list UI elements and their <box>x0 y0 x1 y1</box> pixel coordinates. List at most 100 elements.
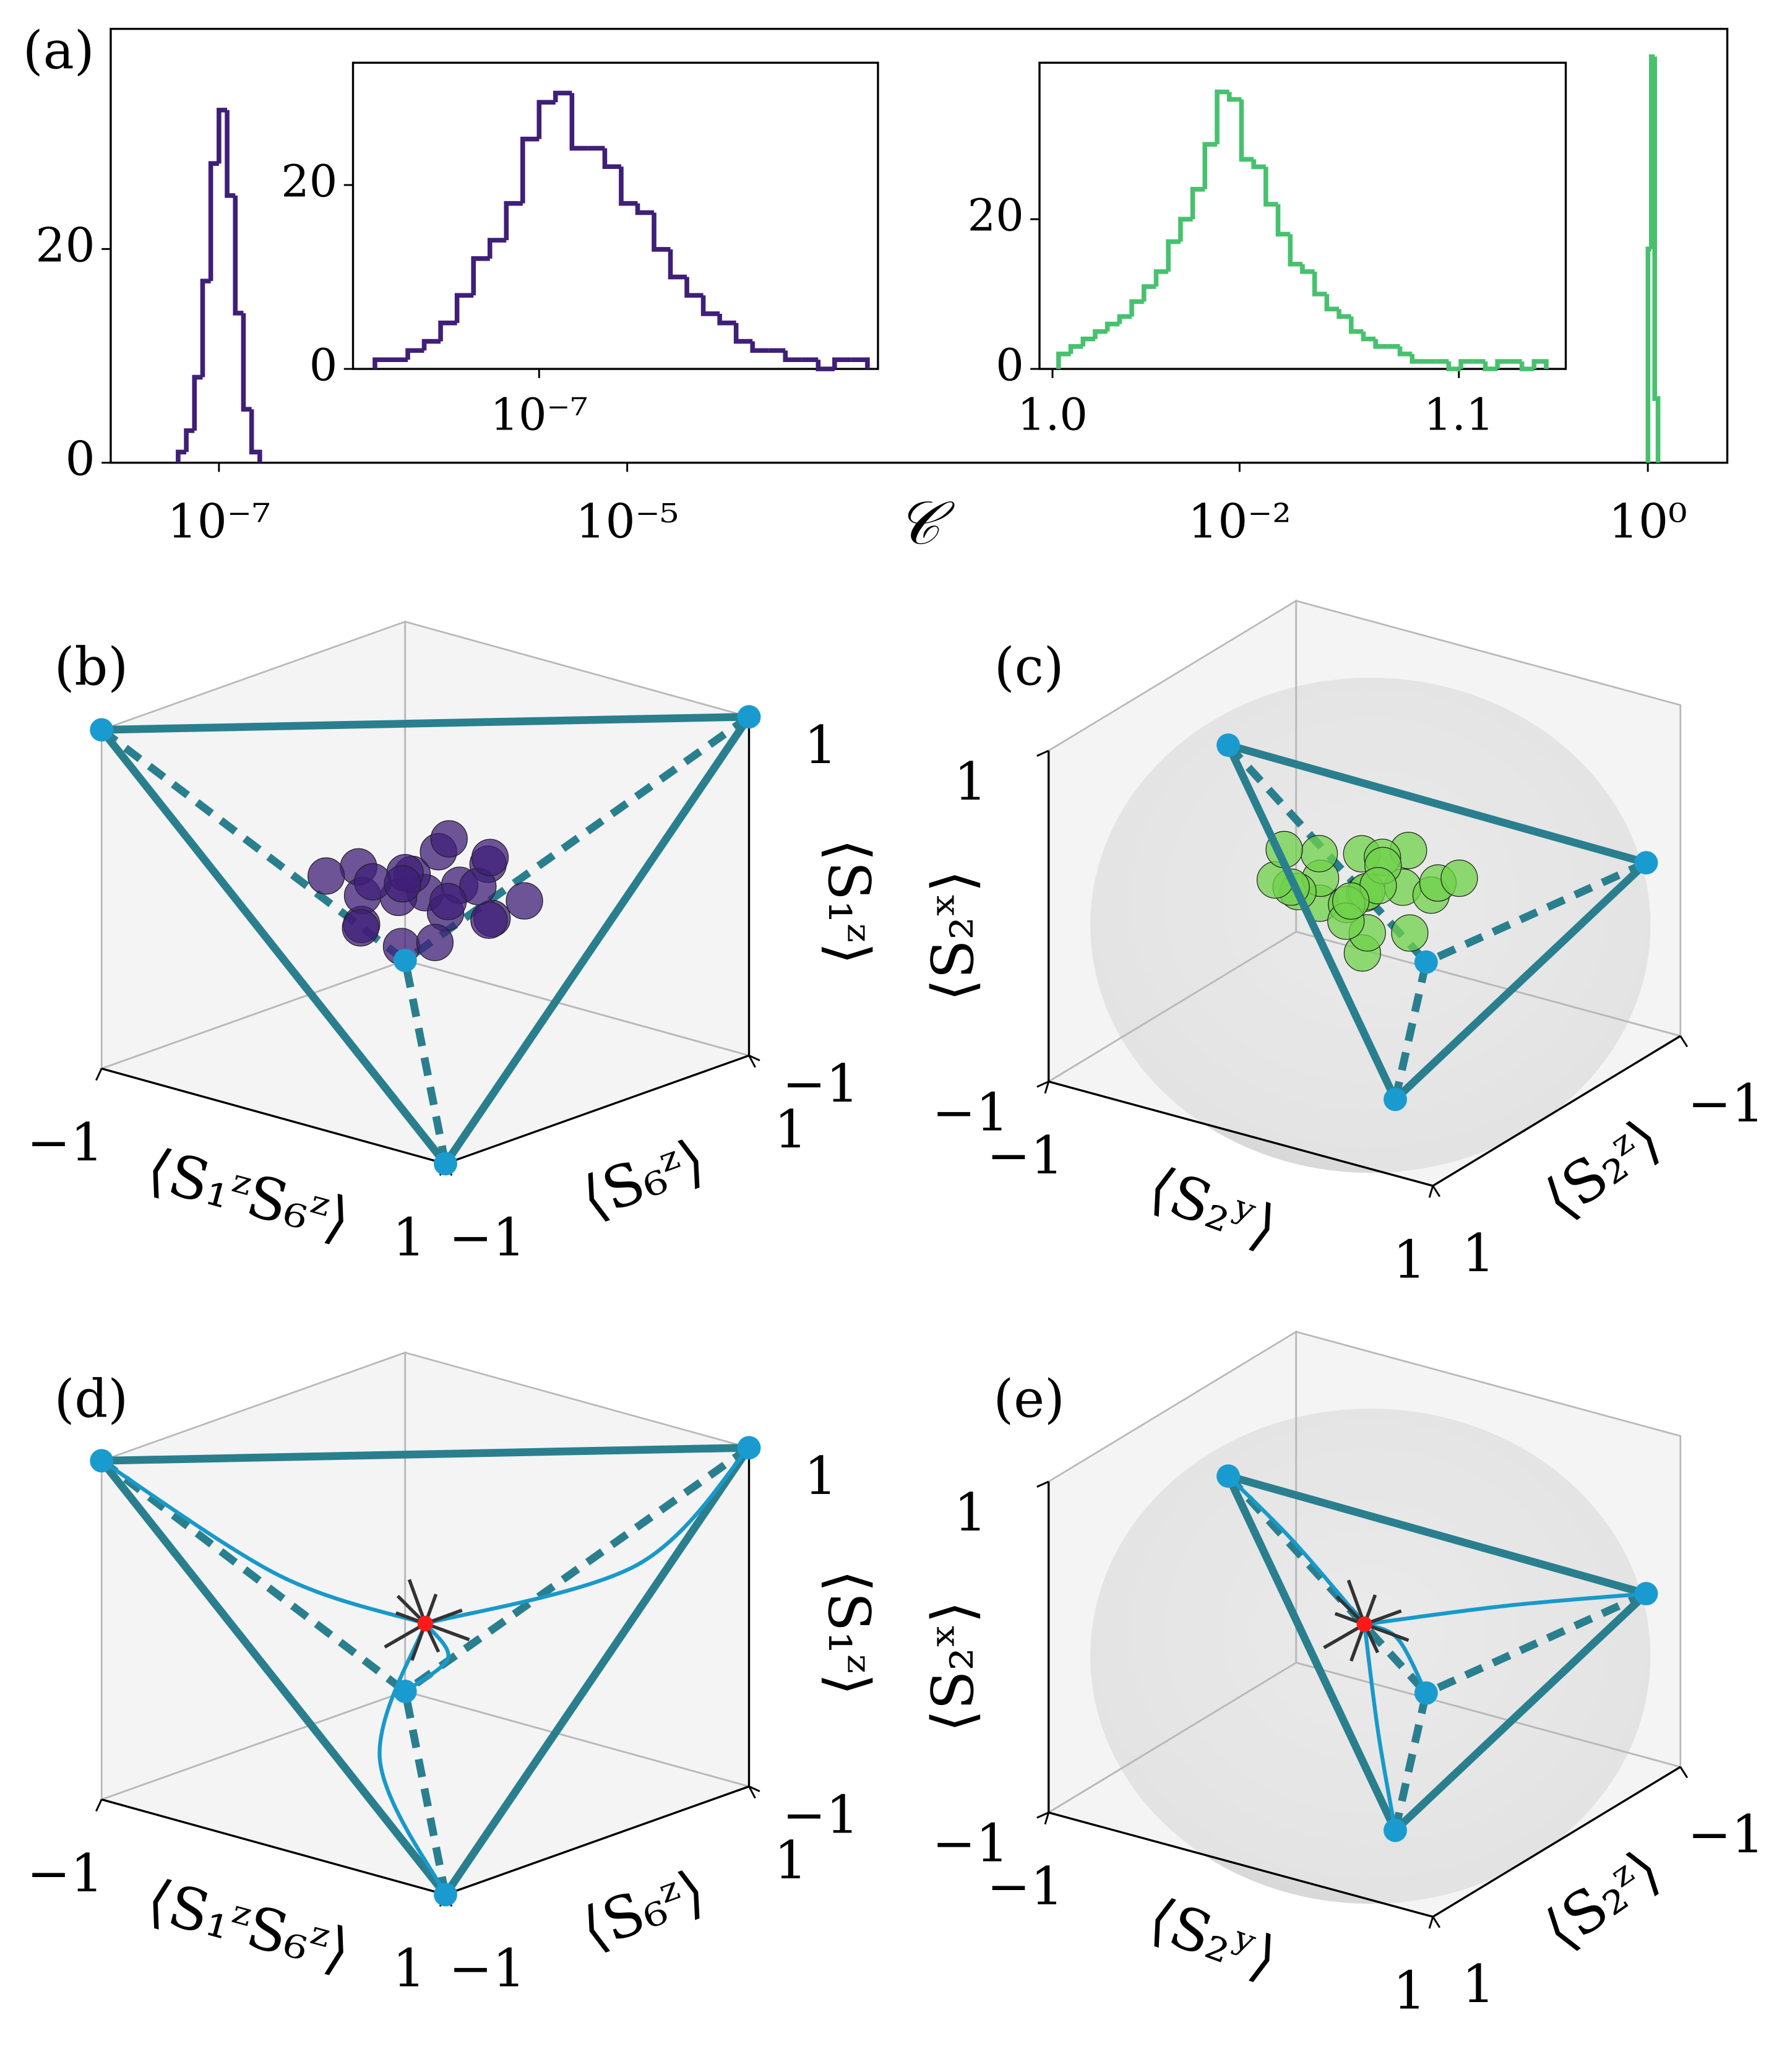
scatter-point <box>342 909 379 947</box>
histogram-step <box>569 93 588 151</box>
histogram-step <box>1361 331 1376 342</box>
trajectory <box>424 1446 751 1626</box>
histogram-step <box>1129 299 1144 317</box>
edge <box>98 1458 449 1897</box>
scatter-point <box>506 882 543 920</box>
histogram-step <box>816 360 835 371</box>
tick <box>1044 1081 1050 1094</box>
histogram-step <box>1251 159 1266 170</box>
vertex <box>737 1436 761 1460</box>
vertex <box>1216 733 1240 757</box>
tick <box>95 1068 103 1081</box>
histogram-step <box>504 201 523 241</box>
histogram-step <box>1348 316 1364 334</box>
axis-label: ⟨S₁ᶻ⟩ <box>816 839 882 964</box>
hidden-edge <box>403 714 752 964</box>
histogram-step <box>184 428 195 452</box>
vertex <box>393 948 417 972</box>
x-tick-label: 10⁻⁵ <box>575 494 679 549</box>
histogram-step <box>233 196 244 316</box>
histogram-step <box>733 322 753 344</box>
tick-label: −1 <box>27 1112 103 1173</box>
histogram-step <box>684 277 704 298</box>
histogram-step <box>1288 234 1302 267</box>
tick-label: −1 <box>782 1053 859 1114</box>
histogram-step <box>1166 239 1181 272</box>
tick <box>1036 749 1049 757</box>
histogram-step <box>750 341 769 353</box>
edge <box>101 712 749 734</box>
stability-direction <box>1364 1622 1410 1642</box>
histogram-step <box>1142 284 1156 302</box>
vertex <box>1634 1582 1658 1606</box>
histogram-step <box>241 313 252 412</box>
trajectory <box>1226 1474 1366 1626</box>
tick-label: 1 <box>804 715 838 775</box>
x-tick-label: 10⁻² <box>1188 494 1291 549</box>
hidden-edge <box>401 959 450 1165</box>
histogram-step <box>536 100 556 139</box>
edge <box>1225 1474 1399 1832</box>
scatter-point <box>416 923 454 961</box>
histogram-step <box>1410 353 1424 364</box>
x-tick-label: 1.0 <box>1017 389 1088 441</box>
histogram-step <box>192 374 203 431</box>
tick <box>748 1055 756 1068</box>
tick <box>748 1785 760 1792</box>
tick-label: 1 <box>774 1099 807 1160</box>
vertex <box>434 1152 457 1176</box>
histogram-step <box>1093 329 1108 339</box>
axis-label: ⟨S₂ᶻ⟩ <box>1531 1836 1673 1963</box>
axis-line <box>1432 1035 1681 1187</box>
histogram-step <box>1104 321 1120 332</box>
tick-label: 1 <box>1462 1954 1496 2014</box>
panel-label: (e) <box>993 1369 1065 1430</box>
panel-label: (d) <box>54 1369 129 1430</box>
tick-label: −1 <box>782 1784 859 1845</box>
trajectory <box>377 1623 447 1896</box>
scatter-point <box>471 839 509 876</box>
axis-label: ⟨S₁ᶻ⟩ <box>816 1569 882 1695</box>
histogram-step <box>851 357 870 369</box>
histogram-step <box>1215 89 1229 145</box>
x-tick-label: 10⁻⁷ <box>167 494 270 549</box>
axis-label: ⟨S₂ᶻ⟩ <box>1531 1105 1673 1232</box>
tick-label: 1 <box>804 1446 838 1506</box>
histogram-step <box>1312 271 1327 296</box>
hidden-edge <box>1225 1473 1429 1696</box>
histogram-step <box>1483 361 1498 371</box>
histogram-step <box>1373 339 1388 349</box>
edge <box>1227 741 1648 867</box>
histogram-step <box>783 350 802 363</box>
histogram-step <box>1153 269 1169 287</box>
vertex <box>1216 1464 1240 1488</box>
tick-label: −1 <box>1687 1073 1764 1134</box>
tick <box>1044 1812 1050 1825</box>
vertex <box>1384 1087 1407 1112</box>
axis-line <box>101 1068 446 1165</box>
histogram-step <box>200 278 211 378</box>
hidden-edge <box>1424 1590 1648 1697</box>
histogram-step <box>1495 359 1510 369</box>
axis-line <box>101 1798 446 1896</box>
vertex <box>393 1680 417 1703</box>
histogram-step <box>438 321 457 342</box>
vertex <box>434 1883 457 1907</box>
axis-line <box>1048 1081 1434 1187</box>
axis-label: ⟨S₁ᶻS₆ᶻ⟩ <box>140 1135 357 1253</box>
tick-label: −1 <box>987 1856 1064 1917</box>
stability-direction <box>1323 1623 1366 1649</box>
axis-line <box>1048 1811 1434 1918</box>
scatter-point <box>470 901 508 939</box>
tick <box>1428 1185 1434 1198</box>
tick-label: 1 <box>392 1207 426 1268</box>
scatter-point <box>1391 914 1429 952</box>
histogram-step <box>487 238 507 259</box>
scatter-point <box>1301 835 1338 873</box>
tick <box>1432 1916 1441 1928</box>
scatter-point <box>1332 882 1370 920</box>
histogram-step <box>602 148 621 170</box>
vertex <box>737 705 761 729</box>
panel-label: (a) <box>23 20 95 81</box>
